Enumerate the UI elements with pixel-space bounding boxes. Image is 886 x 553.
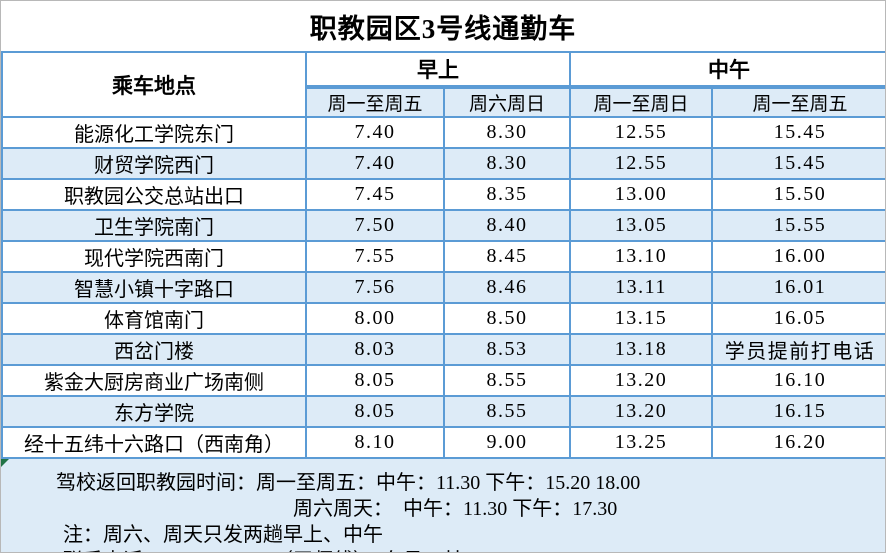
time-cell: 8.03: [305, 333, 445, 366]
time-cell: 8.00: [305, 302, 445, 335]
note-return-time-weekday: 驾校返回职教园时间：周一至周五：中午：11.30 下午：15.20 18.00: [56, 472, 641, 494]
column-group-noon: 中午: [569, 51, 885, 89]
time-cell: 8.46: [443, 271, 571, 304]
time-cell: 8.30: [443, 147, 571, 180]
stop-name: 经十五纬十六路口（西南角）: [1, 426, 307, 459]
header-sub-row: 周一至周五 周六周日 周一至周日 周一至周五: [2, 86, 885, 118]
time-cell: 7.40: [305, 147, 445, 180]
stop-name: 职教园公交总站出口: [1, 178, 307, 211]
time-cell: 15.45: [711, 116, 885, 149]
time-cell: 8.05: [305, 364, 445, 397]
stop-name: 卫生学院南门: [1, 209, 307, 242]
time-cell: 16.15: [711, 395, 885, 428]
stop-name: 能源化工学院东门: [1, 116, 307, 149]
time-cell: 学员提前打电话: [711, 333, 885, 366]
stop-name: 体育馆南门: [1, 302, 307, 335]
time-cell: 8.53: [443, 333, 571, 366]
subheader-noon-everyday: 周一至周日: [569, 86, 713, 118]
subheader-morning-weekend: 周六周日: [443, 86, 571, 118]
column-header-location: 乘车地点: [1, 51, 307, 118]
time-cell: 8.05: [305, 395, 445, 428]
time-cell: 13.11: [569, 271, 713, 304]
table-row: 职教园公交总站出口 7.45 8.35 13.00 15.50: [1, 178, 885, 211]
header-group-row: 乘车地点 早上 中午: [1, 51, 885, 118]
table-row: 西岔门楼 8.03 8.53 13.18 学员提前打电话: [1, 333, 885, 366]
page-title: 职教园区3号线通勤车: [1, 1, 885, 51]
stop-name: 紫金大厨房商业广场南侧: [1, 364, 307, 397]
time-cell: 8.30: [443, 116, 571, 149]
stop-name: 智慧小镇十字路口: [1, 271, 307, 304]
time-cell: 9.00: [443, 426, 571, 459]
time-cell: 13.15: [569, 302, 713, 335]
stop-name: 现代学院西南门: [1, 240, 307, 273]
time-cell: 7.50: [305, 209, 445, 242]
note-contact-info: 联系电话：17726970021（王师傅） 车号：甘A81930: [1, 548, 885, 552]
table-row: 能源化工学院东门 7.40 8.30 12.55 15.45: [1, 116, 885, 149]
time-cell: 15.50: [711, 178, 885, 211]
time-cell: 12.55: [569, 116, 713, 149]
time-cell: 7.40: [305, 116, 445, 149]
table-row: 财贸学院西门 7.40 8.30 12.55 15.45: [1, 147, 885, 180]
time-cell: 8.10: [305, 426, 445, 459]
time-cell: 7.56: [305, 271, 445, 304]
time-cell: 13.25: [569, 426, 713, 459]
time-cell: 16.00: [711, 240, 885, 273]
table-row: 东方学院 8.05 8.55 13.20 16.15: [1, 395, 885, 428]
time-cell: 13.18: [569, 333, 713, 366]
time-cell: 13.00: [569, 178, 713, 211]
schedule-body: 能源化工学院东门 7.40 8.30 12.55 15.45 财贸学院西门 7.…: [1, 116, 885, 459]
stop-name: 西岔门楼: [1, 333, 307, 366]
table-row: 紫金大厨房商业广场南侧 8.05 8.55 13.20 16.10: [1, 364, 885, 397]
time-cell: 12.55: [569, 147, 713, 180]
table-row: 卫生学院南门 7.50 8.40 13.05 15.55: [1, 209, 885, 242]
time-cell: 8.35: [443, 178, 571, 211]
time-cell: 13.20: [569, 395, 713, 428]
table-row: 智慧小镇十字路口 7.56 8.46 13.11 16.01: [1, 271, 885, 304]
time-cell: 8.55: [443, 395, 571, 428]
table-row: 现代学院西南门 7.55 8.45 13.10 16.00: [1, 240, 885, 273]
time-cell: 16.05: [711, 302, 885, 335]
table-row: 体育馆南门 8.00 8.50 13.15 16.05: [1, 302, 885, 335]
table-row: 经十五纬十六路口（西南角） 8.10 9.00 13.25 16.20: [1, 426, 885, 459]
time-cell: 13.10: [569, 240, 713, 273]
time-cell: 13.20: [569, 364, 713, 397]
time-cell: 8.50: [443, 302, 571, 335]
time-cell: 7.55: [305, 240, 445, 273]
note-weekend-trips: 注：周六、周天只发两趟早上、中午: [63, 524, 383, 546]
time-cell: 15.55: [711, 209, 885, 242]
time-cell: 7.45: [305, 178, 445, 211]
time-cell: 16.10: [711, 364, 885, 397]
subheader-noon-weekday: 周一至周五: [711, 86, 885, 118]
time-cell: 8.55: [443, 364, 571, 397]
schedule-table: 乘车地点 早上 中午 周一至周五 周六周日 周一至周日 周一至周五 能源化工学院…: [1, 51, 885, 459]
time-cell: 16.01: [711, 271, 885, 304]
note-return-time-weekend: 周六周天： 中午：11.30 下午：17.30: [293, 498, 618, 520]
stop-name: 财贸学院西门: [1, 147, 307, 180]
time-cell: 15.45: [711, 147, 885, 180]
time-cell: 8.45: [443, 240, 571, 273]
notes-panel: 驾校返回职教园时间：周一至周五：中午：11.30 下午：15.20 18.00 …: [1, 459, 885, 552]
time-cell: 13.05: [569, 209, 713, 242]
time-cell: 8.40: [443, 209, 571, 242]
stop-name: 东方学院: [1, 395, 307, 428]
column-group-morning: 早上: [305, 51, 571, 89]
cell-error-indicator-icon: [1, 459, 9, 467]
time-cell: 16.20: [711, 426, 885, 459]
subheader-morning-weekday: 周一至周五: [305, 86, 445, 118]
